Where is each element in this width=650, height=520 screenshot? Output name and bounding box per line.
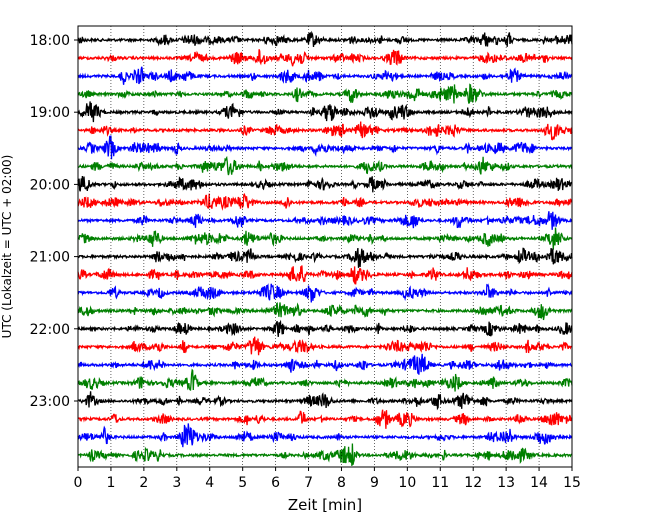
trace-2230 [77,353,573,375]
x-tick-label: 5 [238,475,247,491]
trace-1930 [77,135,573,160]
trace-layer [77,30,573,466]
y-tick-label: 20:00 [30,177,70,193]
x-tick-label: 3 [172,475,181,491]
trace-2215 [77,336,573,356]
x-tick-label: 0 [74,475,83,491]
trace-2315 [77,409,573,429]
trace-2345 [77,443,573,466]
trace-2330 [77,423,573,448]
trace-2145 [77,302,573,321]
x-tick-label: 6 [271,475,280,491]
trace-1915 [77,121,573,141]
trace-2100 [77,247,573,268]
trace-2130 [77,283,573,303]
x-tick-label: 13 [497,475,515,491]
plot-frame [77,25,573,468]
x-tick-label: 10 [398,475,416,491]
x-axis-ticks: 0 1 2 3 4 5 6 7 8 9 10 11 12 13 14 15 [74,467,581,491]
y-tick-label: 22:00 [30,322,70,338]
trace-1830 [77,66,573,85]
x-tick-label: 9 [370,475,379,491]
x-tick-label: 7 [304,475,313,491]
x-tick-label: 11 [431,475,449,491]
trace-1945 [77,155,573,176]
y-tick-label: 19:00 [30,105,70,121]
trace-2000 [77,176,573,193]
x-tick-label: 4 [205,475,214,491]
trace-2300 [77,391,573,411]
y-tick-label: 23:00 [30,394,70,410]
x-tick-label: 2 [139,475,148,491]
trace-1845 [77,83,573,104]
trace-2015 [77,192,573,211]
y-axis-label: UTC (Lokalzeit = UTC + 02:00) [0,155,14,339]
y-axis-ticks: 18:00 19:00 20:00 21:00 22:00 23:00 [30,33,78,410]
y-tick-label: 21:00 [30,250,70,266]
x-tick-label: 8 [337,475,346,491]
x-tick-label: 15 [563,475,581,491]
x-tick-label: 12 [464,475,482,491]
trace-2045 [77,227,573,250]
trace-1815 [77,49,573,67]
x-tick-label: 1 [106,475,115,491]
x-tick-label: 14 [530,475,548,491]
trace-1800 [77,30,573,47]
trace-2115 [77,265,573,285]
trace-2245 [77,368,573,392]
y-tick-label: 18:00 [30,33,70,49]
x-axis-label: Zeit [min] [288,496,362,514]
trace-2200 [77,319,573,337]
trace-2030 [77,211,573,230]
trace-1900 [77,101,573,123]
